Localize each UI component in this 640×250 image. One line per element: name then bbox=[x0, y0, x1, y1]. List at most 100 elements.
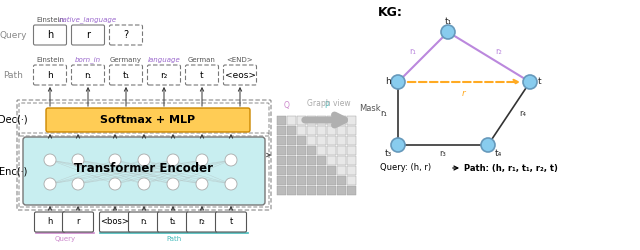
Text: P: P bbox=[324, 101, 330, 110]
Bar bbox=[337, 176, 346, 185]
Circle shape bbox=[441, 25, 455, 39]
Bar bbox=[297, 136, 306, 145]
Text: Transformer Encoder: Transformer Encoder bbox=[74, 162, 214, 175]
Bar bbox=[327, 166, 336, 175]
Text: r: r bbox=[76, 218, 80, 226]
FancyBboxPatch shape bbox=[33, 65, 67, 85]
Text: ?: ? bbox=[124, 30, 129, 40]
Text: Path: Path bbox=[166, 236, 182, 242]
Text: h: h bbox=[47, 218, 52, 226]
Bar bbox=[317, 146, 326, 155]
Bar bbox=[297, 166, 306, 175]
Bar bbox=[337, 156, 346, 165]
Text: Softmax + MLP: Softmax + MLP bbox=[100, 115, 196, 125]
FancyBboxPatch shape bbox=[72, 65, 104, 85]
Circle shape bbox=[138, 154, 150, 166]
Bar bbox=[297, 186, 306, 195]
Bar bbox=[317, 116, 326, 125]
Text: Query: Query bbox=[0, 30, 27, 40]
Text: r₂: r₂ bbox=[495, 46, 502, 56]
Text: Dec(·): Dec(·) bbox=[0, 115, 28, 125]
Text: Germany: Germany bbox=[110, 57, 142, 63]
Text: r₄: r₄ bbox=[520, 109, 527, 118]
Bar bbox=[347, 176, 356, 185]
Text: h: h bbox=[47, 70, 53, 80]
Bar bbox=[277, 166, 286, 175]
Bar bbox=[287, 126, 296, 135]
Bar bbox=[337, 146, 346, 155]
Bar bbox=[347, 146, 356, 155]
Text: r₁: r₁ bbox=[84, 70, 92, 80]
FancyBboxPatch shape bbox=[216, 212, 246, 232]
Circle shape bbox=[391, 75, 405, 89]
Circle shape bbox=[167, 154, 179, 166]
Bar bbox=[287, 176, 296, 185]
Bar bbox=[287, 116, 296, 125]
Text: language: language bbox=[148, 57, 180, 63]
Bar bbox=[337, 116, 346, 125]
Bar bbox=[347, 136, 356, 145]
Bar bbox=[307, 176, 316, 185]
Circle shape bbox=[72, 178, 84, 190]
Bar bbox=[307, 146, 316, 155]
Bar bbox=[277, 156, 286, 165]
Text: native_language: native_language bbox=[59, 16, 117, 23]
FancyBboxPatch shape bbox=[46, 108, 250, 132]
Circle shape bbox=[72, 154, 84, 166]
Bar bbox=[297, 116, 306, 125]
Text: t: t bbox=[538, 78, 542, 86]
Bar bbox=[287, 146, 296, 155]
Text: r: r bbox=[86, 30, 90, 40]
Circle shape bbox=[225, 154, 237, 166]
Bar bbox=[287, 186, 296, 195]
Bar bbox=[347, 186, 356, 195]
Bar bbox=[287, 166, 296, 175]
Bar bbox=[277, 186, 286, 195]
Circle shape bbox=[109, 154, 121, 166]
Circle shape bbox=[481, 138, 495, 152]
Bar bbox=[307, 166, 316, 175]
Circle shape bbox=[138, 178, 150, 190]
Text: r: r bbox=[462, 89, 466, 98]
Circle shape bbox=[167, 178, 179, 190]
Text: t₃: t₃ bbox=[385, 150, 392, 158]
Circle shape bbox=[391, 138, 405, 152]
Text: Q: Q bbox=[284, 101, 290, 110]
Text: <bos>: <bos> bbox=[100, 218, 129, 226]
Bar bbox=[277, 126, 286, 135]
Text: Query: Query bbox=[54, 236, 76, 242]
Text: r₁: r₁ bbox=[141, 218, 147, 226]
Text: German: German bbox=[188, 57, 216, 63]
Text: KG:: KG: bbox=[378, 6, 403, 19]
Text: h: h bbox=[385, 78, 391, 86]
Bar bbox=[347, 116, 356, 125]
FancyBboxPatch shape bbox=[23, 137, 265, 205]
Text: h: h bbox=[47, 30, 53, 40]
Bar bbox=[327, 176, 336, 185]
Circle shape bbox=[109, 178, 121, 190]
Bar bbox=[307, 186, 316, 195]
Bar bbox=[277, 136, 286, 145]
FancyBboxPatch shape bbox=[157, 212, 189, 232]
Bar bbox=[287, 156, 296, 165]
Bar bbox=[337, 136, 346, 145]
Bar bbox=[277, 146, 286, 155]
Text: r₂: r₂ bbox=[198, 218, 205, 226]
Text: t₁: t₁ bbox=[170, 218, 176, 226]
Text: Query: (h, r): Query: (h, r) bbox=[380, 164, 431, 172]
Text: Path: Path bbox=[3, 70, 23, 80]
FancyBboxPatch shape bbox=[99, 212, 131, 232]
Bar bbox=[317, 156, 326, 165]
Text: r₁: r₁ bbox=[410, 46, 417, 56]
Bar bbox=[347, 166, 356, 175]
FancyBboxPatch shape bbox=[109, 65, 143, 85]
FancyBboxPatch shape bbox=[35, 212, 65, 232]
FancyBboxPatch shape bbox=[63, 212, 93, 232]
Bar bbox=[297, 126, 306, 135]
Text: <eos>: <eos> bbox=[225, 70, 255, 80]
Text: t: t bbox=[229, 218, 232, 226]
FancyBboxPatch shape bbox=[223, 65, 257, 85]
Bar bbox=[327, 136, 336, 145]
Bar bbox=[327, 126, 336, 135]
Circle shape bbox=[523, 75, 537, 89]
